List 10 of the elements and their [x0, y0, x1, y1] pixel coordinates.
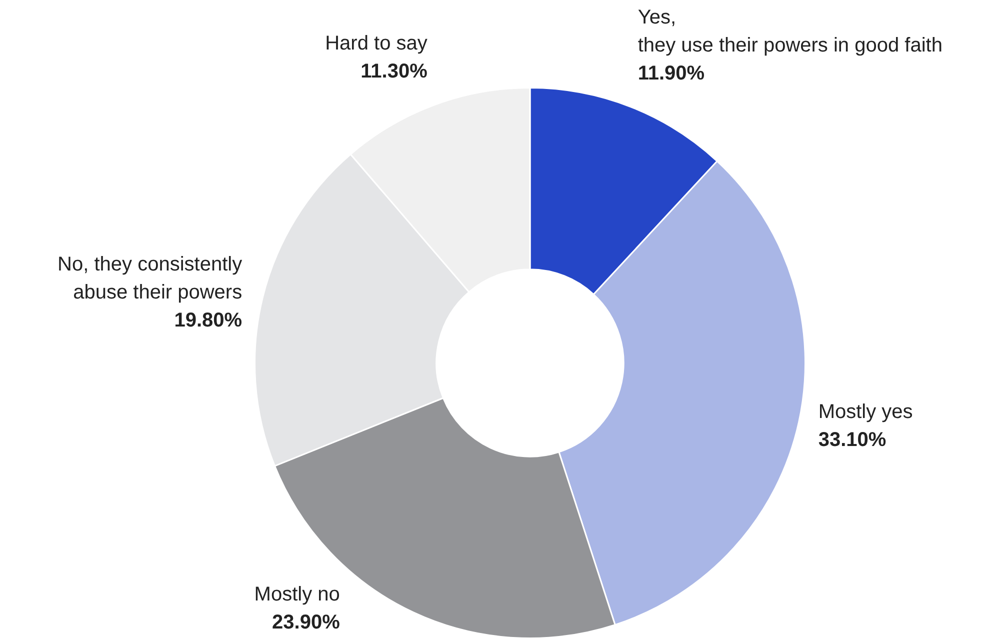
data-label: 11.30% [360, 60, 428, 83]
slice-label: No, they consistently abuse their powers [58, 254, 242, 304]
data-label: 23.90% [272, 612, 340, 634]
slice-label: Hard to say [325, 32, 428, 55]
data-label: 19.80% [174, 310, 242, 332]
data-label: 11.90% [638, 62, 705, 85]
data-label: 33.10% [818, 429, 886, 452]
slice-label: Mostly no [254, 584, 340, 606]
slice-label: Yes, they use their powers in good faith [638, 6, 942, 57]
slice-label: Mostly yes [818, 401, 913, 424]
